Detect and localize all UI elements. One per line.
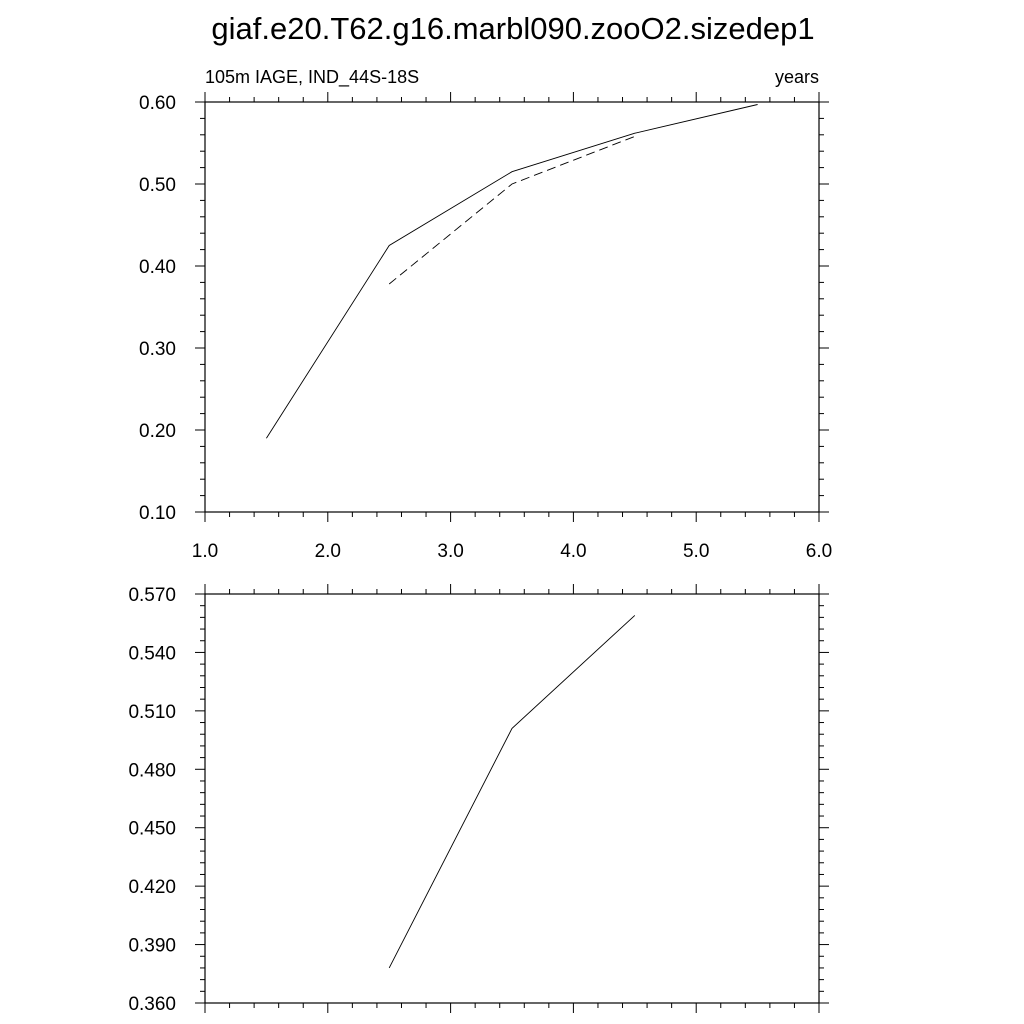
x-tick-label: 6.0 — [806, 541, 832, 562]
y-tick-label: 0.540 — [128, 643, 176, 664]
x-tick-label: 4.0 — [560, 541, 586, 562]
series-line-solid — [388, 615, 636, 969]
plot-frame — [204, 101, 820, 513]
x-tick-label: 3.0 — [437, 541, 463, 562]
plot-frame — [204, 593, 820, 1004]
series-line-solid — [266, 104, 758, 439]
chart-panel-1: 105m IAGE, IND_44S-18S years 1.0 2.0 3.0 4.0 5… — [139, 67, 832, 562]
series-line-dashed — [388, 135, 635, 285]
y-tick-label: 0.20 — [139, 421, 176, 442]
y-tick-label: 0.40 — [139, 257, 176, 278]
subtitle-right: years — [775, 67, 819, 87]
y-tick-label: 0.510 — [128, 702, 176, 723]
y-tick-label: 0.60 — [139, 93, 176, 114]
figure-title: giaf.e20.T62.g16.marbl090.zooO2.sizedep1 — [211, 11, 814, 46]
y-tick-label: 0.480 — [128, 760, 176, 781]
y-tick-label: 0.420 — [128, 877, 176, 898]
subtitle-left: 105m IAGE, IND_44S-18S — [205, 67, 419, 88]
y-tick-label: 0.30 — [139, 339, 176, 360]
y-tick-label: 0.50 — [139, 175, 176, 196]
x-tick-label: 5.0 — [683, 541, 709, 562]
y-tick-label: 0.450 — [128, 819, 176, 840]
y-tick-label: 0.360 — [128, 994, 176, 1015]
chart-panel-2: 0.360 0.390 0.420 0.450 0.480 0.510 0.540 0.570 — [128, 584, 829, 1015]
x-tick-label: 1.0 — [192, 541, 218, 562]
y-tick-label: 0.570 — [128, 585, 176, 606]
y-tick-label: 0.10 — [139, 503, 176, 524]
x-tick-label: 2.0 — [315, 541, 341, 562]
y-tick-label: 0.390 — [128, 936, 176, 957]
